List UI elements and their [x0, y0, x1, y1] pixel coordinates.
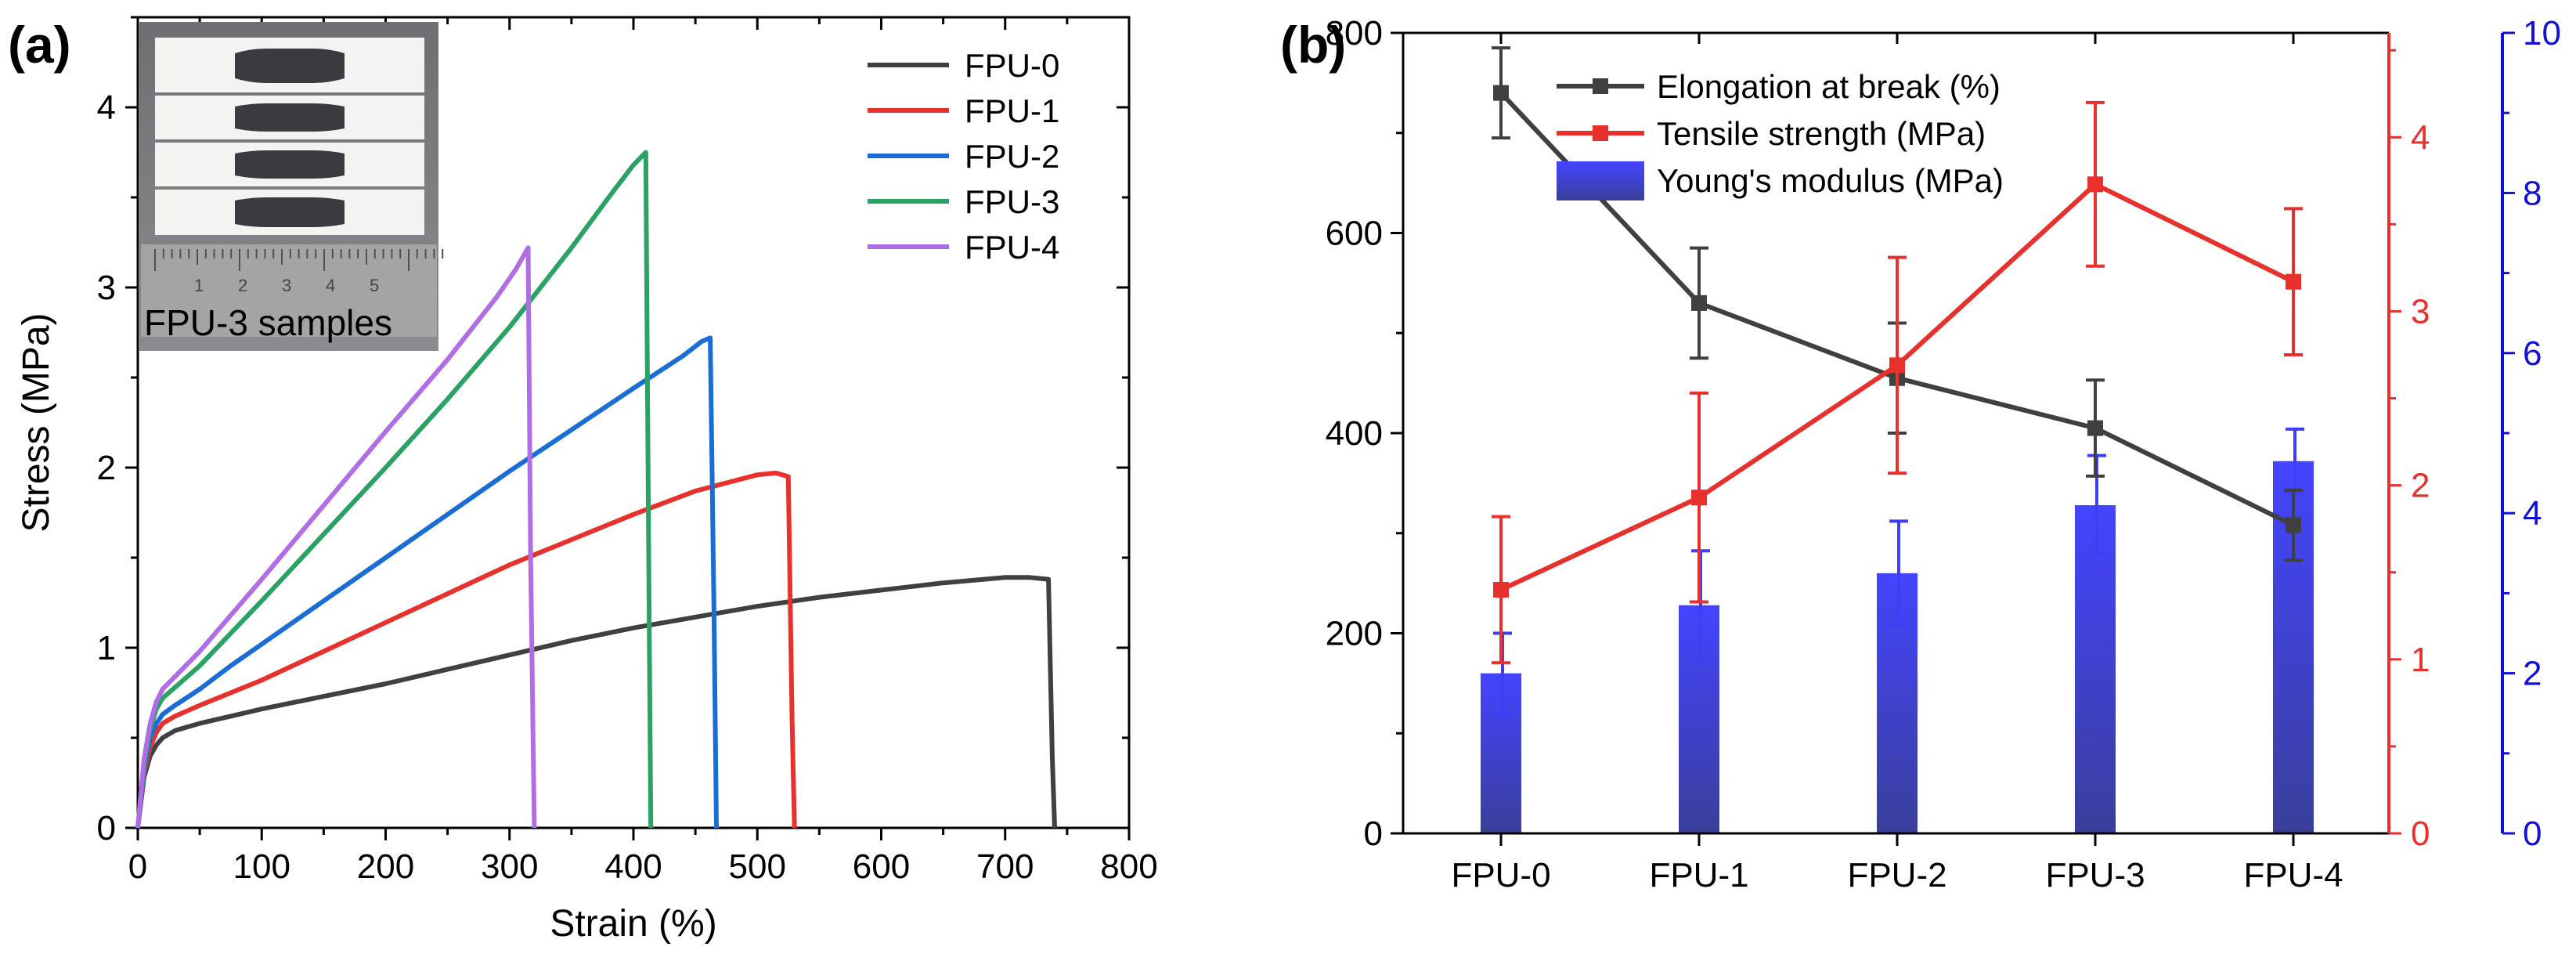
x-tick-label: FPU-4	[2243, 856, 2343, 894]
x-tick-label: FPU-0	[1451, 856, 1550, 894]
y-tick-label: 3	[97, 269, 116, 307]
dumbbell-sample-neck	[235, 197, 345, 227]
legend-label: FPU-2	[965, 138, 1059, 175]
y-strength-tick-label: 3	[2411, 292, 2430, 331]
elongation-marker	[1691, 294, 1707, 311]
x-tick-label: 600	[853, 847, 910, 886]
elongation-marker	[2286, 517, 2301, 533]
strength-marker	[2286, 273, 2301, 290]
ruler-label: 5	[370, 276, 379, 295]
y-modulus-tick-label: 10	[2523, 14, 2561, 52]
panel-b: (b) 0 200 400 600 800 0 1 2 3 4 0 2 4 6 8 10 FPU-0 FPU-1 F…	[1280, 14, 2561, 894]
y-strength-tick-label: 2	[2411, 467, 2430, 505]
y-left-tick-label: 400	[1326, 414, 1383, 453]
y-modulus-tick-label: 4	[2523, 494, 2542, 533]
elongation-marker	[2087, 420, 2103, 436]
dumbbell-samples	[155, 38, 424, 235]
curve-fpu-2	[135, 335, 719, 829]
y-left-tick-label: 600	[1326, 215, 1383, 253]
x-tick-label: FPU-2	[1847, 856, 1946, 894]
ruler-labels: 1 2 3 4 5	[194, 276, 379, 295]
ruler-label: 4	[326, 276, 335, 295]
x-tick-label: 800	[1100, 847, 1157, 886]
panel-b-label: (b)	[1280, 16, 1346, 74]
modulus-bar	[2075, 504, 2116, 833]
y-modulus-tick-label: 0	[2523, 815, 2542, 853]
curve-fpu-1	[135, 470, 797, 829]
legend-label: FPU-4	[965, 229, 1059, 266]
ruler-label: 2	[238, 276, 247, 295]
modulus-bars	[1481, 427, 2314, 833]
x-tick-label: 200	[357, 847, 414, 886]
y-modulus-tick-label: 2	[2523, 655, 2542, 693]
inset-photo: 1 2 3 4 5 FPU-3 samples	[139, 22, 444, 351]
panel-a-series	[135, 150, 1057, 829]
legend-swatch-bar	[1557, 161, 1644, 201]
legend-label: Young's modulus (MPa)	[1657, 162, 2004, 199]
curve-fpu-4	[135, 245, 537, 829]
ruler-ticks	[154, 249, 444, 271]
panel-b-line-series	[1492, 46, 2303, 665]
dumbbell-sample-neck	[235, 103, 345, 132]
panel-a-label: (a)	[8, 16, 71, 74]
y-axis-label: Stress (MPa)	[16, 313, 57, 532]
y-modulus-tick-label: 6	[2523, 334, 2542, 373]
legend-label: FPU-1	[965, 92, 1059, 129]
y-strength-tick-label: 4	[2411, 118, 2430, 157]
x-tick-label: FPU-3	[2045, 856, 2145, 894]
y-left-tick-label: 0	[1364, 815, 1383, 853]
legend-swatch-marker	[1593, 125, 1608, 141]
y-tick-label: 2	[97, 449, 116, 487]
x-tick-label: FPU-1	[1649, 856, 1748, 894]
x-tick-label: 500	[729, 847, 786, 886]
x-axis-label: Strain (%)	[550, 903, 716, 945]
y-modulus-tick-label: 8	[2523, 174, 2542, 212]
ruler-label: 3	[282, 276, 291, 295]
panel-b-axes: 0 200 400 600 800 0 1 2 3 4 0 2 4 6 8 10 FPU-0 FPU-1 FPU-2…	[1326, 14, 2561, 894]
elongation-marker	[1493, 85, 1509, 101]
legend-swatch-marker	[1593, 78, 1608, 94]
legend-label: FPU-3	[965, 183, 1059, 220]
panel-a: (a) 0 100 200 300 400 500 600 700 800 0 1 2 3 4 Strain…	[8, 16, 1158, 945]
curve-fpu-0	[135, 575, 1057, 829]
strength-marker	[1691, 490, 1707, 506]
x-tick-label: 100	[233, 847, 290, 886]
y-tick-label: 4	[97, 89, 116, 127]
ruler	[141, 244, 437, 337]
panel-a-axes: 0 100 200 300 400 500 600 700 800 0 1 2 3 4 Strain (%)…	[16, 16, 1158, 945]
inset-caption: FPU-3 samples	[144, 302, 392, 343]
y-left-tick-label: 800	[1326, 14, 1383, 52]
legend-label: FPU-0	[965, 47, 1059, 84]
legend-label: Tensile strength (MPa)	[1657, 115, 1986, 152]
dumbbell-sample-neck	[235, 49, 345, 83]
dumbbell-sample-neck	[235, 150, 345, 179]
x-tick-label: 700	[976, 847, 1034, 886]
legend-label: Elongation at break (%)	[1657, 68, 2001, 105]
strength-marker	[2087, 176, 2103, 193]
panel-a-legend: FPU-0 FPU-1 FPU-2 FPU-3 FPU-4	[868, 47, 1059, 266]
x-tick-label: 400	[604, 847, 662, 886]
panel-b-legend: Elongation at break (%) Tensile strength …	[1557, 68, 2004, 201]
y-left-tick-label: 200	[1326, 615, 1383, 653]
ruler-label: 1	[194, 276, 204, 295]
y-strength-tick-label: 0	[2411, 815, 2430, 853]
y-tick-label: 1	[97, 629, 116, 667]
strength-marker	[1889, 357, 1905, 374]
x-tick-label: 0	[128, 847, 147, 886]
strength-marker	[1493, 581, 1509, 598]
y-strength-tick-label: 1	[2411, 641, 2430, 679]
y-tick-label: 0	[97, 809, 116, 847]
x-tick-label: 300	[481, 847, 538, 886]
